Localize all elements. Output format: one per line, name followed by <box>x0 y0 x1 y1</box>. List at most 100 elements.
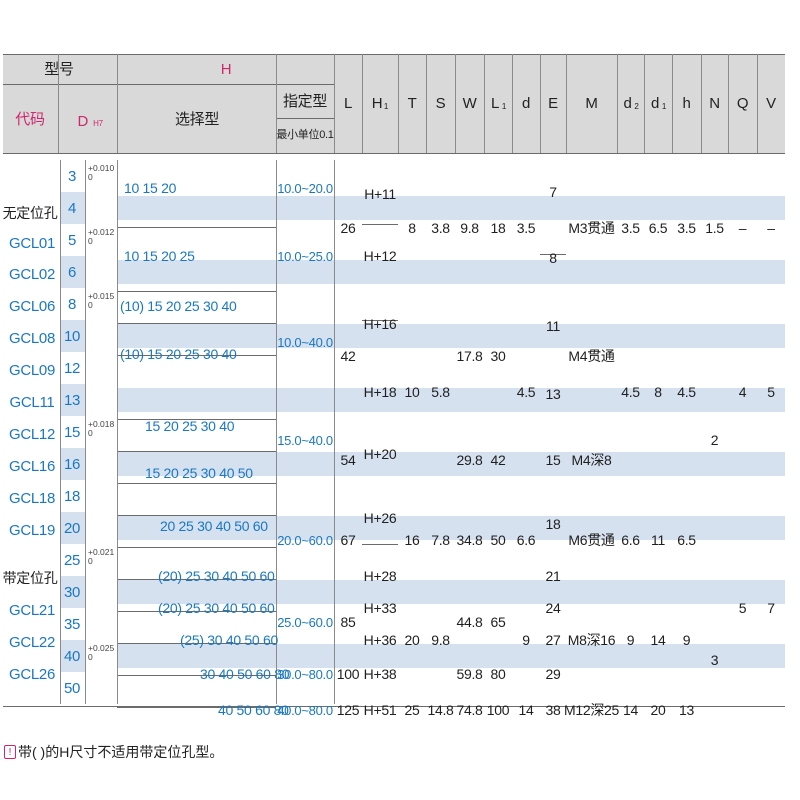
row-divider <box>117 643 276 644</box>
value-E: 8 <box>549 250 557 266</box>
header-col-Q: Q <box>736 94 749 112</box>
diameter-band <box>60 448 85 480</box>
value-H1: H+28 <box>363 568 397 584</box>
row-divider <box>117 579 276 580</box>
value-T: 20 <box>404 632 420 648</box>
tolerance-note: +0.025 0 <box>88 643 115 662</box>
value-T: 16 <box>404 532 420 548</box>
header-col-H1-sub: 1 <box>383 102 389 111</box>
header-column-divider <box>672 54 673 153</box>
value-H1: H+18 <box>363 384 397 400</box>
row-divider <box>117 227 276 228</box>
value-L1: 18 <box>490 220 506 236</box>
header-column-divider <box>757 54 758 153</box>
diameter-value: 16 <box>63 455 81 473</box>
table-bottom-border <box>3 706 785 707</box>
model-code: 带定位孔 <box>2 570 58 586</box>
value-H1: H+38 <box>363 666 397 682</box>
row-band <box>117 260 785 284</box>
header-col-L1-sub: 1 <box>501 102 507 111</box>
header-code: 代码 <box>15 110 45 128</box>
diameter-band <box>60 576 85 608</box>
row-divider <box>117 707 276 708</box>
header-column-divider <box>455 54 456 153</box>
row-divider <box>117 611 276 612</box>
header-column-divider <box>276 54 277 153</box>
header-background <box>3 54 785 153</box>
header-col-d1-sub: 1 <box>661 102 667 111</box>
header-col-M: M <box>585 94 598 112</box>
value-h: 13 <box>679 702 694 718</box>
value-E: 24 <box>545 600 561 616</box>
value-N: 2 <box>710 432 719 448</box>
header-column-divider <box>512 54 513 153</box>
row-divider <box>117 323 276 324</box>
value-T: 25 <box>404 702 420 718</box>
header-col-E: E <box>548 94 558 112</box>
value-d2: 4.5 <box>621 384 640 400</box>
row-divider <box>117 355 276 356</box>
header-spec-min: 最小单位0.1 <box>276 128 334 141</box>
model-code: GCL21 <box>8 601 56 619</box>
header-column-divider <box>58 54 59 153</box>
value-M: M4深8 <box>571 452 612 468</box>
row-divider <box>117 291 276 292</box>
value-d1: 8 <box>654 384 662 400</box>
header-column-divider <box>728 54 729 153</box>
row-divider <box>117 483 276 484</box>
value-H1: H+16 <box>363 316 397 332</box>
value-L1: 30 <box>490 348 506 364</box>
spec-range: 30.0~80.0 <box>277 666 333 682</box>
value-Q: 4 <box>738 384 747 400</box>
diameter-value: 12 <box>63 359 81 377</box>
row-band <box>117 324 785 348</box>
value-S: 5.8 <box>431 384 450 400</box>
model-code: GCL02 <box>8 265 56 283</box>
tolerance-note: +0.015 0 <box>88 291 115 310</box>
header-col-T: T <box>407 94 417 112</box>
diameter-value: 5 <box>67 231 77 249</box>
row-band <box>117 452 785 476</box>
select-sizes: 30 40 50 60 80 <box>200 666 290 682</box>
tolerance-note: +0.018 0 <box>88 419 115 438</box>
value-M: M6贯通 <box>568 532 615 548</box>
value-d: 9 <box>522 632 530 648</box>
row-divider <box>117 419 276 420</box>
value-L: 125 <box>336 702 360 718</box>
tolerance-note: +0.021 0 <box>88 547 115 566</box>
value-d1: 20 <box>650 702 666 718</box>
row-band <box>117 196 785 220</box>
value-V: 5 <box>767 384 775 400</box>
select-sizes: (25) 30 40 50 60 <box>180 632 278 648</box>
header-col-V: V <box>766 94 776 112</box>
diameter-value: 6 <box>67 263 77 281</box>
footnote-text: 带( )的H尺寸不适用带定位孔型。 <box>18 744 224 760</box>
value-L1: 80 <box>490 666 506 682</box>
header-column-divider <box>617 54 618 153</box>
row-divider <box>117 547 276 548</box>
diameter-value: 35 <box>63 615 81 633</box>
diameter-value: 4 <box>67 199 77 217</box>
column-divider <box>60 160 61 704</box>
value-h: 3.5 <box>677 220 696 236</box>
select-sizes: 10 15 20 25 <box>124 248 195 264</box>
header-column-divider <box>398 54 399 153</box>
select-sizes: 15 20 25 30 40 50 <box>145 465 253 481</box>
diameter-value: 25 <box>63 551 81 569</box>
diameter-value: 30 <box>63 583 81 601</box>
model-code: GCL19 <box>8 521 56 539</box>
footnote: ! 带( )的H尺寸不适用带定位孔型。 <box>4 742 223 762</box>
value-L: 85 <box>340 614 356 630</box>
value-H1: H+36 <box>363 632 397 648</box>
value-W: 9.8 <box>460 220 479 236</box>
value-d2: 9 <box>626 632 635 648</box>
diameter-value: 40 <box>63 647 81 665</box>
value-L1: 65 <box>490 614 506 630</box>
tolerance-note: +0.012 0 <box>88 227 115 246</box>
value-d: 4.5 <box>516 384 536 400</box>
value-E: 18 <box>545 516 561 532</box>
row-band <box>117 388 785 412</box>
header-dh-sub: H7 <box>93 119 103 128</box>
value-E: 15 <box>545 452 561 468</box>
